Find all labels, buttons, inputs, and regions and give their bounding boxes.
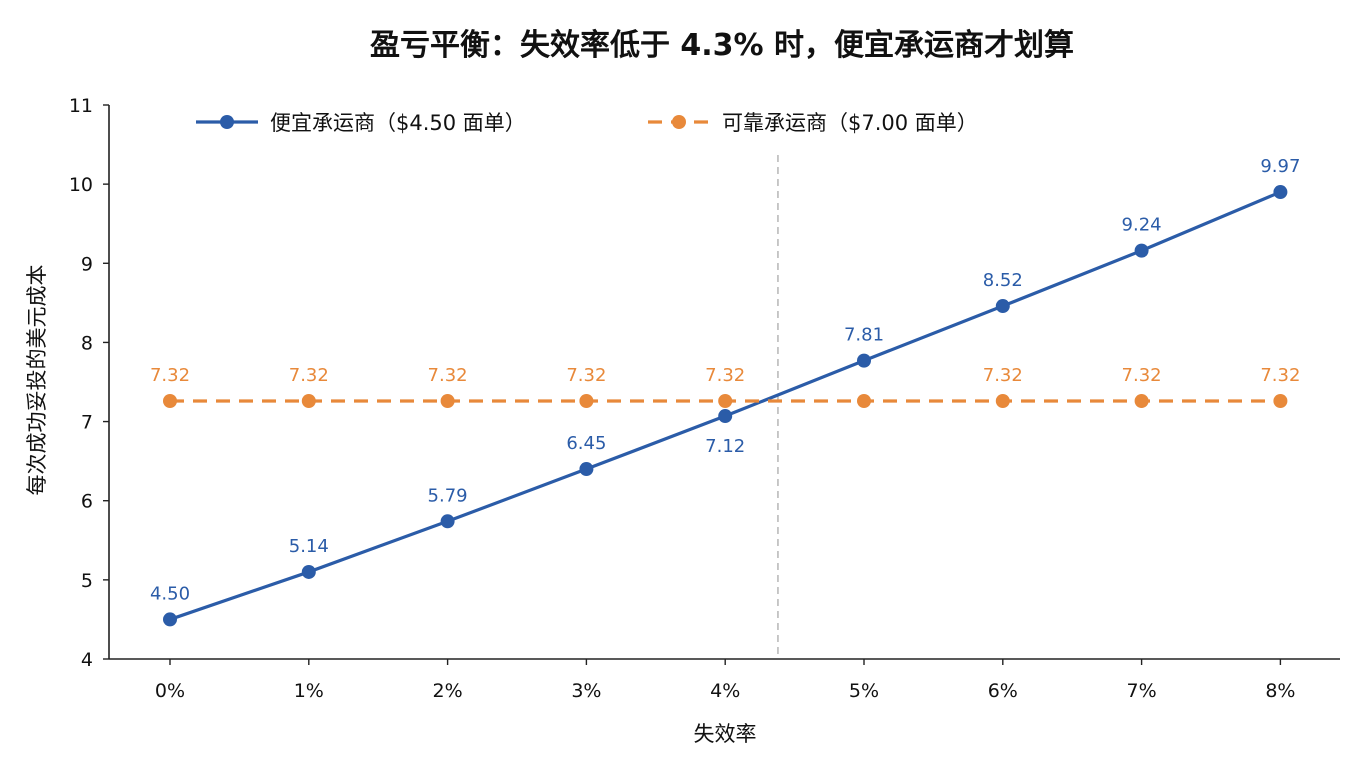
x-tick-label: 3% (571, 680, 601, 702)
legend-marker-0 (220, 115, 234, 129)
series-0-point (440, 514, 455, 529)
plot-layer: 4 5 6 7 8 9 10 11 0% 1% 2% 3% 4% 5% 6% 7% 8% 4.50 5.14 5.79… (69, 95, 1340, 702)
y-tick-label: 5 (81, 570, 93, 592)
series-1-data-label: 7.32 (983, 365, 1023, 386)
series-1-data-label: 7.32 (428, 365, 468, 386)
series-0-point (995, 299, 1010, 314)
y-tick-label: 6 (81, 491, 93, 513)
series-0-data-label: 7.12 (705, 436, 745, 457)
series-1-data-label: 7.32 (150, 365, 190, 386)
series-0-data-label: 6.45 (566, 433, 606, 454)
series-0-point (1134, 243, 1149, 258)
x-tick-label: 0% (155, 680, 185, 702)
series-1-data-label: 7.32 (289, 365, 329, 386)
series-0-data-label: 8.52 (983, 270, 1023, 291)
y-tick-label: 8 (81, 332, 93, 354)
series-1-point (1273, 393, 1288, 408)
series-0-data-label: 9.97 (1260, 156, 1300, 177)
y-tick-label: 4 (81, 649, 93, 671)
series-1-data-label: 7.32 (1122, 365, 1162, 386)
series-1-data-label: 7.32 (566, 365, 606, 386)
series-0-point (579, 462, 594, 477)
y-tick-label: 9 (81, 253, 93, 275)
series-0-data-label: 5.14 (289, 536, 329, 557)
chart-title: 盈亏平衡：失效率低于 4.3% 时，便宜承运商才划算 (370, 28, 1074, 63)
series-0-point (301, 564, 316, 579)
series-0-data-label: 5.79 (428, 485, 468, 506)
series-1-point (301, 393, 316, 408)
x-tick-label: 4% (710, 680, 740, 702)
legend-label-1: 可靠承运商（$7.00 面单） (722, 111, 978, 135)
series-1-point (857, 393, 871, 408)
series-1-point (440, 393, 455, 408)
series-0-point (857, 353, 871, 368)
series-0-data-label: 7.81 (844, 325, 884, 346)
series-1-data-label: 7.32 (705, 365, 745, 386)
legend-label-0: 便宜承运商（$4.50 面单） (270, 111, 526, 135)
y-axis-label: 每次成功妥投的美元成本 (25, 265, 49, 496)
series-1-point (995, 393, 1010, 408)
y-tick-label: 10 (69, 174, 93, 196)
series-0-data-label: 4.50 (150, 583, 190, 604)
y-tick-label: 7 (81, 412, 93, 434)
legend-marker-1 (672, 115, 686, 129)
x-axis-label: 失效率 (694, 722, 757, 746)
series-1-point (579, 393, 594, 408)
x-tick-label: 5% (849, 680, 879, 702)
series-1-point (163, 393, 177, 408)
x-tick-label: 7% (1127, 680, 1157, 702)
series-1-point (718, 393, 733, 408)
x-tick-label: 8% (1265, 680, 1295, 702)
series-0-point (1273, 185, 1288, 200)
series-1-data-label: 7.32 (1260, 365, 1300, 386)
x-tick-label: 1% (294, 680, 324, 702)
series-1-point (1134, 393, 1149, 408)
series-0-data-label: 9.24 (1122, 215, 1162, 236)
y-tick-label: 11 (69, 95, 93, 117)
x-tick-label: 6% (988, 680, 1018, 702)
series-0-point (163, 612, 177, 627)
x-tick-label: 2% (433, 680, 463, 702)
series-0-point (718, 409, 733, 424)
